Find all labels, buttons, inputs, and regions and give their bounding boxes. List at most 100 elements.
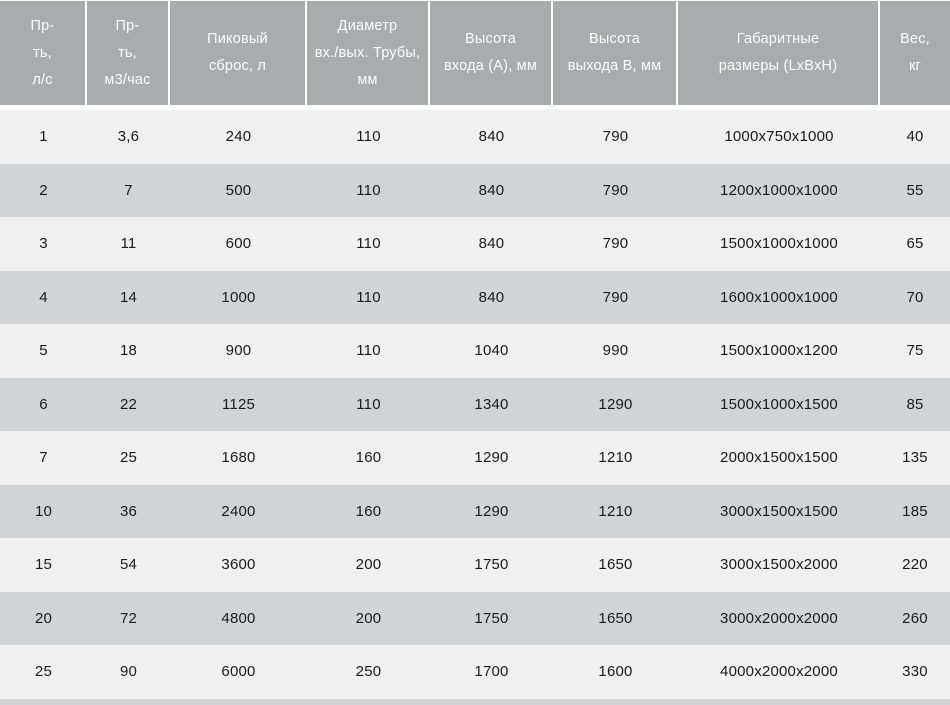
column-header-2: Пиковый сброс, л: [170, 1, 307, 105]
table-cell: 1700: [474, 663, 509, 681]
column-header-4: Высота входа (А), мм: [430, 1, 553, 105]
table-cell: 110: [356, 342, 381, 360]
table-cell: 3000x2000x2000: [720, 609, 838, 627]
table-cell: 1040: [474, 342, 509, 360]
table-cell: 1340: [474, 395, 509, 413]
table-cell: 110: [356, 395, 381, 413]
table-cell: 2: [39, 181, 48, 199]
table-cell: 840: [478, 128, 505, 146]
table-cell: 840: [478, 181, 505, 199]
table-cell: 1750: [474, 556, 509, 574]
table-cell: 1000x750x1000: [724, 128, 834, 146]
table-row: 6 22 1125 110 1340 1290 1500x1000x1500 85: [0, 377, 950, 431]
table-cell: 25: [34, 663, 53, 681]
table-cell: 25: [119, 449, 138, 467]
table-cell: 110: [356, 181, 381, 199]
table-cell: 4: [39, 288, 48, 306]
table-cell: 2000x1500x1500: [720, 449, 838, 467]
table-cell: 1125: [221, 395, 256, 413]
table-cell: 15: [34, 556, 53, 574]
table-cell: 600: [225, 235, 252, 253]
table-row: 4 14 1000 110 840 790 1600x1000x1000 70: [0, 270, 950, 324]
column-header-6: Габаритные размеры (LxBxH): [678, 1, 880, 105]
table-cell: 10: [34, 502, 53, 520]
table-cell: 1500x1000x1200: [720, 342, 838, 360]
column-header-0: Пр- ть, л/с: [0, 1, 87, 105]
table-cell: 240: [225, 128, 252, 146]
table-cell: 790: [602, 288, 629, 306]
table-cell: 3,6: [117, 128, 140, 146]
table-row: 1 3,6 240 110 840 790 1000x750x1000 40: [0, 110, 950, 164]
table-cell: 1290: [474, 502, 509, 520]
column-header-1: Пр- ть, м3/час: [87, 1, 170, 105]
table-cell: 1210: [598, 449, 633, 467]
table-cell: 160: [355, 502, 382, 520]
table-cell: 330: [902, 663, 928, 681]
table-cell: 200: [355, 609, 382, 627]
table-cell: 790: [602, 181, 629, 199]
table-cell: 4800: [221, 609, 256, 627]
table-cell: 3000x1500x1500: [720, 502, 838, 520]
table-cell: 85: [906, 395, 924, 413]
table-cell: 790: [602, 235, 629, 253]
table-cell: 1650: [598, 556, 633, 574]
table-cell: 36: [119, 502, 138, 520]
table-cell: 54: [119, 556, 138, 574]
table-cell: 110: [356, 128, 381, 146]
column-header-3: Диаметр вх./вых. Трубы, мм: [307, 1, 430, 105]
table-row: 20 72 4800 200 1750 1650 3000x2000x2000 260: [0, 591, 950, 645]
table-cell: 1500x1000x1000: [720, 235, 838, 253]
table-cell: 1500x1000x1500: [720, 395, 838, 413]
table-cell: 7: [124, 181, 133, 199]
table-row: 25 90 6000 250 1700 1600 4000x2000x2000 330: [0, 645, 950, 699]
table-cell: 1200x1000x1000: [720, 181, 838, 199]
table-cell: 72: [119, 609, 138, 627]
table-cell: 11: [120, 235, 137, 253]
table-cell: 200: [355, 556, 382, 574]
table-cell: 6: [39, 395, 48, 413]
table-cell: 1750: [474, 609, 509, 627]
table-cell: 1210: [598, 502, 633, 520]
table-cell: 250: [355, 663, 382, 681]
table-row: 7 25 1680 160 1290 1210 2000x1500x1500 135: [0, 431, 950, 485]
table-cell: 1290: [474, 449, 509, 467]
table-cell: 990: [602, 342, 629, 360]
column-header-5: Высота выхода В, мм: [553, 1, 678, 105]
table-body: 1 3,6 240 110 840 790 1000x750x1000 40 2 7 500 110 8…: [0, 110, 950, 699]
table-cell: 3600: [221, 556, 256, 574]
table-cell: 3: [39, 235, 48, 253]
table-row: 5 18 900 110 1040 990 1500x1000x1200 75: [0, 324, 950, 378]
table-cell: 18: [119, 342, 138, 360]
table-cell: 790: [602, 128, 629, 146]
column-header-7: Вес, кг: [880, 1, 950, 105]
table-cell: 840: [478, 288, 505, 306]
table-cell: 90: [119, 663, 138, 681]
table-cell: 1: [39, 128, 48, 146]
table-cell: 65: [906, 235, 924, 253]
table-cell: 1600: [598, 663, 633, 681]
table-cell: 840: [478, 235, 505, 253]
table-cell: 3000x1500x2000: [720, 556, 838, 574]
table-cell: 110: [356, 288, 381, 306]
table-cell: 260: [902, 609, 928, 627]
table-cell: 70: [906, 288, 924, 306]
table-cell: 110: [356, 235, 381, 253]
table-cell: 4000x2000x2000: [720, 663, 838, 681]
table-header-row: Пр- ть, л/с Пр- ть, м3/час Пиковый сброс, …: [0, 1, 950, 105]
table-cell: 900: [225, 342, 252, 360]
table-cell: 40: [906, 128, 924, 146]
table-cell: 135: [902, 449, 928, 467]
table-cell: 1650: [598, 609, 633, 627]
table-row: 2 7 500 110 840 790 1200x1000x1000 55: [0, 163, 950, 217]
next-row-sliver: [0, 698, 950, 705]
table-cell: 5: [39, 342, 48, 360]
table-cell: 14: [119, 288, 138, 306]
table-cell: 6000: [221, 663, 256, 681]
table-cell: 1680: [221, 449, 256, 467]
table-cell: 2400: [221, 502, 256, 520]
table-cell: 1600x1000x1000: [720, 288, 838, 306]
table-cell: 75: [906, 342, 924, 360]
table-cell: 160: [355, 449, 382, 467]
table-row: 15 54 3600 200 1750 1650 3000x1500x2000 220: [0, 538, 950, 592]
